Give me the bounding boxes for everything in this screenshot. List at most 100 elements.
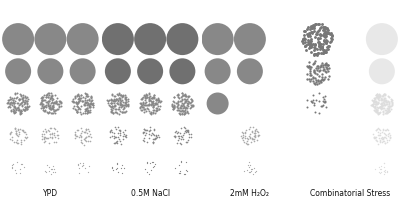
Point xyxy=(72,101,79,105)
Point xyxy=(110,112,116,115)
Point xyxy=(318,52,324,55)
Point xyxy=(144,162,150,165)
Point xyxy=(370,109,377,112)
Point xyxy=(302,41,308,45)
Point xyxy=(11,111,17,115)
Point xyxy=(385,135,391,138)
Point xyxy=(178,127,184,130)
Point xyxy=(176,141,183,145)
Point xyxy=(116,130,123,133)
Point xyxy=(78,97,84,101)
Point xyxy=(113,111,119,114)
Point xyxy=(55,108,61,111)
Point xyxy=(375,107,381,110)
Point xyxy=(382,112,389,115)
Point xyxy=(144,128,151,132)
Point xyxy=(148,132,155,135)
Point xyxy=(79,130,86,133)
Point xyxy=(184,169,190,172)
Point xyxy=(184,98,190,102)
Point xyxy=(84,98,90,102)
Point xyxy=(47,98,54,102)
Point xyxy=(386,110,392,113)
Point xyxy=(317,69,324,72)
Point xyxy=(140,101,146,105)
Point xyxy=(178,138,184,141)
Point xyxy=(307,42,313,46)
Point xyxy=(112,136,119,139)
Point xyxy=(370,103,376,107)
Point xyxy=(315,30,321,33)
Point xyxy=(151,138,157,141)
Point xyxy=(151,96,157,99)
Point xyxy=(325,32,331,35)
Point xyxy=(82,112,88,116)
Point xyxy=(108,99,115,102)
Point xyxy=(306,78,312,82)
Point xyxy=(372,96,379,99)
Point xyxy=(377,171,384,174)
Point xyxy=(115,100,121,103)
Point xyxy=(384,107,390,110)
Point xyxy=(382,97,389,100)
Point xyxy=(376,136,382,140)
Point xyxy=(12,107,18,110)
Point xyxy=(252,128,259,131)
Point xyxy=(385,99,392,103)
Point xyxy=(179,135,186,139)
Point xyxy=(44,137,51,140)
Point xyxy=(122,135,129,138)
Point xyxy=(378,167,384,171)
Point xyxy=(18,138,24,142)
Point xyxy=(18,95,25,98)
Point xyxy=(13,92,20,95)
Point xyxy=(49,107,55,110)
Point xyxy=(242,137,248,140)
Point xyxy=(386,101,392,104)
Point xyxy=(140,96,146,99)
Point xyxy=(372,168,378,171)
Point xyxy=(322,31,328,34)
Point xyxy=(255,131,261,134)
Point xyxy=(22,109,29,112)
Point xyxy=(376,94,383,97)
Point xyxy=(311,30,317,33)
Point xyxy=(75,98,82,101)
Point xyxy=(189,99,195,102)
Point xyxy=(183,161,190,164)
Point xyxy=(18,101,25,104)
Point xyxy=(43,104,50,107)
Point xyxy=(150,94,157,97)
Point xyxy=(378,102,384,106)
Point xyxy=(75,108,81,111)
Point xyxy=(324,64,330,67)
Point xyxy=(379,102,385,106)
Point xyxy=(380,110,387,114)
Point xyxy=(153,134,159,137)
Point xyxy=(312,44,318,48)
Point xyxy=(255,134,261,138)
Point xyxy=(374,128,380,131)
Point xyxy=(84,109,91,112)
Point xyxy=(153,110,159,113)
Point xyxy=(111,95,118,98)
Point xyxy=(307,72,313,76)
Point xyxy=(172,134,178,138)
Point xyxy=(383,129,389,132)
Point xyxy=(139,106,145,109)
Point xyxy=(52,135,58,139)
Point xyxy=(240,134,246,137)
Point xyxy=(50,164,56,167)
Point xyxy=(300,40,306,43)
Point xyxy=(81,131,87,134)
Point xyxy=(108,129,114,132)
Point xyxy=(43,96,50,99)
Point xyxy=(181,113,188,116)
Point xyxy=(12,111,18,115)
Point xyxy=(85,140,91,143)
Point xyxy=(113,141,119,144)
Point xyxy=(74,101,81,105)
Point xyxy=(17,163,24,166)
Point xyxy=(142,104,148,107)
Point xyxy=(138,109,145,112)
